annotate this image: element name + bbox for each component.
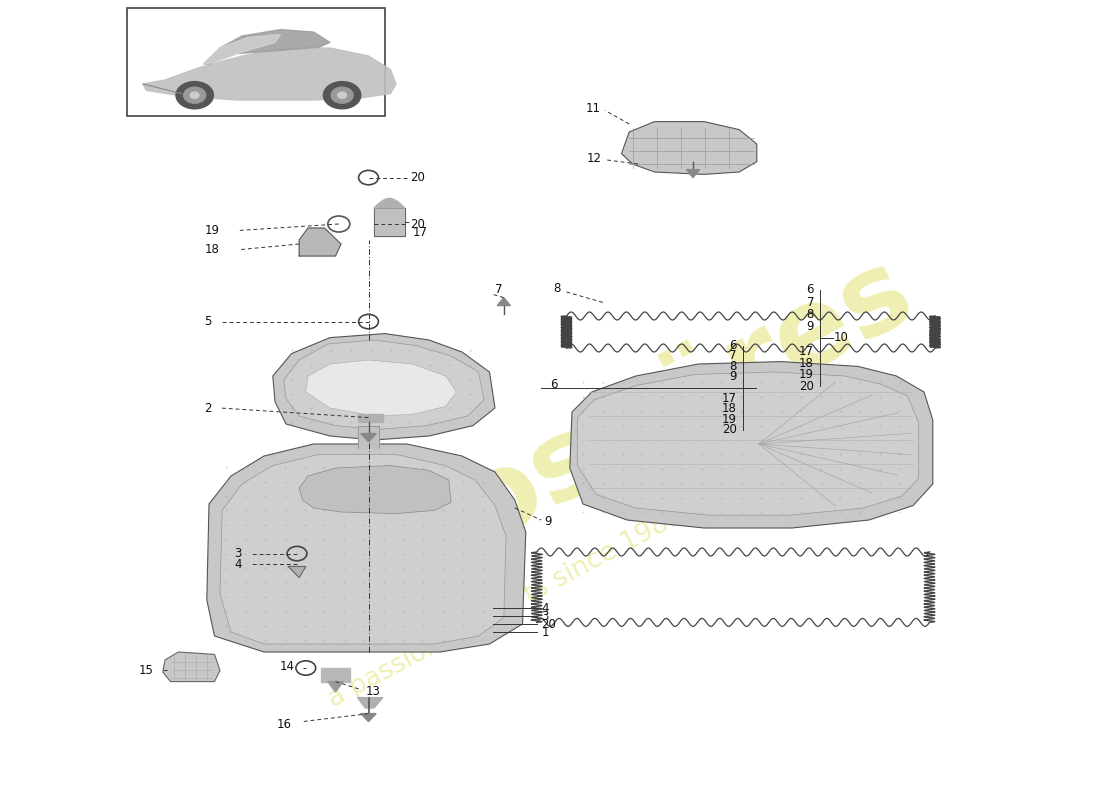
Text: 20: 20 [410,218,426,230]
Polygon shape [374,198,405,208]
Text: 6: 6 [806,283,814,296]
Polygon shape [321,668,350,682]
Text: 17: 17 [412,226,428,238]
Polygon shape [299,228,341,256]
Text: 19: 19 [722,413,737,426]
Text: 12: 12 [586,152,602,165]
Text: 16: 16 [276,718,292,730]
Polygon shape [204,34,280,64]
Circle shape [176,82,213,109]
Polygon shape [328,682,343,692]
Text: 7: 7 [729,350,737,362]
Polygon shape [220,454,506,644]
Polygon shape [143,48,396,100]
Polygon shape [284,340,484,430]
Text: 20: 20 [410,171,426,184]
Polygon shape [361,714,376,722]
Text: 9: 9 [544,515,552,528]
Polygon shape [204,30,330,64]
Text: 18: 18 [205,243,220,256]
Text: 19: 19 [205,224,220,237]
Circle shape [184,87,206,103]
Text: 4: 4 [541,602,549,614]
Text: 17: 17 [799,346,814,358]
Polygon shape [361,434,376,442]
Circle shape [323,82,361,109]
Polygon shape [621,122,757,174]
Text: 5: 5 [204,315,211,328]
Circle shape [331,87,353,103]
Text: eurospäres: eurospäres [258,235,930,661]
Text: 8: 8 [729,360,737,373]
Circle shape [338,92,346,98]
Polygon shape [686,170,700,178]
Polygon shape [570,362,933,528]
Text: 18: 18 [722,402,737,415]
Polygon shape [288,566,306,578]
Text: 6: 6 [729,339,737,352]
Text: 14: 14 [279,660,295,673]
Polygon shape [358,414,383,422]
Text: 4: 4 [234,558,242,570]
Text: 11: 11 [585,102,601,115]
Polygon shape [273,334,495,440]
Text: 15: 15 [139,664,154,677]
Text: 20: 20 [722,423,737,436]
Text: 20: 20 [541,618,557,630]
Circle shape [190,92,199,98]
Text: a passion for parts since 1985: a passion for parts since 1985 [323,503,689,713]
Text: 8: 8 [806,308,814,321]
Text: 3: 3 [234,547,242,560]
Text: 2: 2 [204,402,211,414]
Polygon shape [358,426,379,448]
Polygon shape [207,444,526,652]
Text: 20: 20 [799,380,814,393]
Text: 9: 9 [806,320,814,333]
Text: 7: 7 [806,296,814,309]
Polygon shape [578,372,918,515]
Polygon shape [358,698,383,708]
Polygon shape [374,208,405,236]
Text: 1: 1 [541,626,549,638]
Text: 9: 9 [729,370,737,383]
Text: 6: 6 [550,378,558,390]
Text: 17: 17 [722,392,737,405]
Polygon shape [497,298,510,306]
Text: 10: 10 [834,331,849,344]
Text: 18: 18 [799,357,814,370]
Text: 13: 13 [365,685,381,698]
Bar [126,8,385,116]
Text: 7: 7 [495,283,503,296]
Polygon shape [299,466,451,514]
Text: 8: 8 [553,282,561,294]
Polygon shape [163,652,220,682]
Text: 19: 19 [799,368,814,381]
Polygon shape [306,360,456,416]
Text: 3: 3 [541,610,549,622]
